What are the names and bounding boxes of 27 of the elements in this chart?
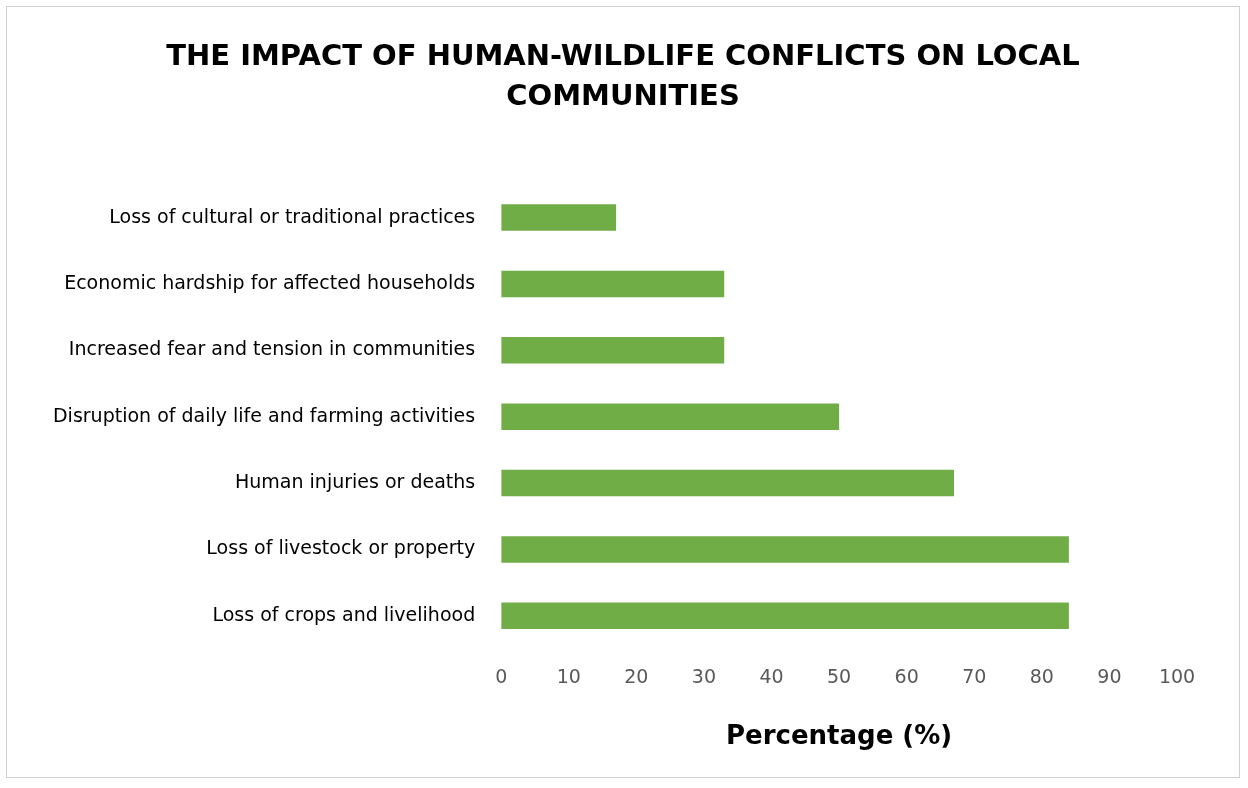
bar [501,403,840,430]
y-tick-label: Human injuries or deaths [235,470,476,493]
x-tick-label: 60 [894,665,919,688]
chart-title: THE IMPACT OF HUMAN-WILDLIFE CONFLICTS ON LOCAL COMMUNITIES [165,37,1081,114]
x-tick-label: 100 [1158,665,1196,688]
y-tick-label: Increased fear and tension in communities [68,337,476,360]
bar [501,602,1069,630]
bar [501,337,725,364]
y-tick-label: Loss of livestock or property [206,536,476,559]
bar [501,536,1069,563]
y-tick-label: Disruption of daily life and farming activities [52,403,476,426]
x-tick-label: 50 [827,665,852,688]
x-tick-label: 90 [1097,665,1122,688]
x-tick-label: 80 [1029,665,1054,688]
x-tick-label: 70 [962,665,987,688]
bar [501,270,725,298]
y-tick-label: Economic hardship for affected households [64,270,476,293]
x-tick-label: 40 [759,665,784,688]
x-axis-title: Percentage (%) [726,720,953,751]
x-tick-label: 0 [495,665,508,688]
x-tick-label: 10 [556,665,581,688]
bar [501,469,954,497]
bar [501,204,617,231]
y-tick-label: Loss of crops and livelihood [212,602,476,625]
x-tick-label: 30 [691,665,717,688]
y-tick-label: Loss of cultural or traditional practices [109,204,476,227]
x-tick-label: 20 [624,665,649,688]
